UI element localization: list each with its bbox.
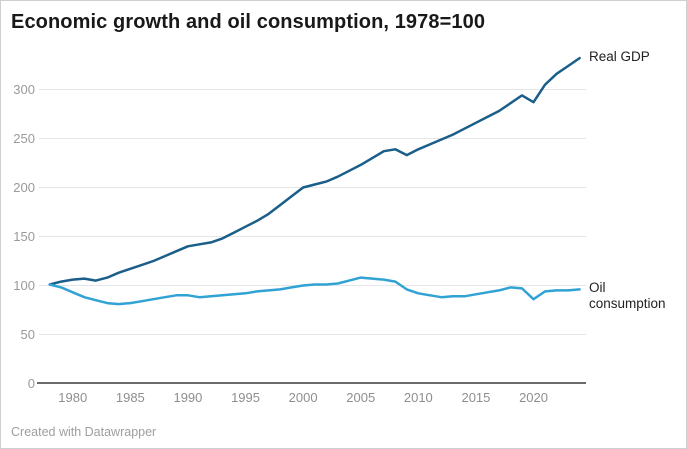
attribution: Created with Datawrapper [11, 425, 157, 439]
series-line-oil-consumption[interactable] [48, 276, 581, 306]
x-tick-label: 1985 [115, 390, 145, 405]
x-tick-label: 1995 [231, 390, 260, 405]
x-tick-label: 2020 [519, 390, 548, 405]
series-label-oil-consumption: Oil consumption [589, 280, 666, 312]
x-tick-label: 1980 [58, 390, 88, 405]
y-tick-label: 200 [13, 179, 35, 195]
y-tick-label: 150 [13, 228, 35, 244]
series-label-real-gdp: Real GDP [589, 49, 650, 65]
grid-line [39, 186, 586, 188]
grid-line [39, 235, 586, 237]
x-tick-label: 2000 [288, 390, 318, 405]
y-tick-label: 300 [13, 81, 35, 97]
y-tick-label: 0 [27, 375, 35, 391]
y-tick-label: 250 [13, 130, 35, 146]
x-tick-label: 1990 [173, 390, 203, 405]
y-tick-label: 100 [13, 277, 35, 293]
grid-line [39, 333, 586, 335]
grid-line [39, 88, 586, 90]
x-tick-label: 2005 [346, 390, 376, 405]
axis-baseline [37, 381, 586, 384]
grid-line [39, 137, 586, 139]
series-line-real-gdp[interactable] [48, 56, 581, 286]
x-tick-label: 2015 [461, 390, 491, 405]
x-tick-label: 2010 [403, 390, 433, 405]
y-tick-label: 50 [20, 326, 35, 342]
chart-title: Economic growth and oil consumption, 197… [11, 11, 486, 33]
